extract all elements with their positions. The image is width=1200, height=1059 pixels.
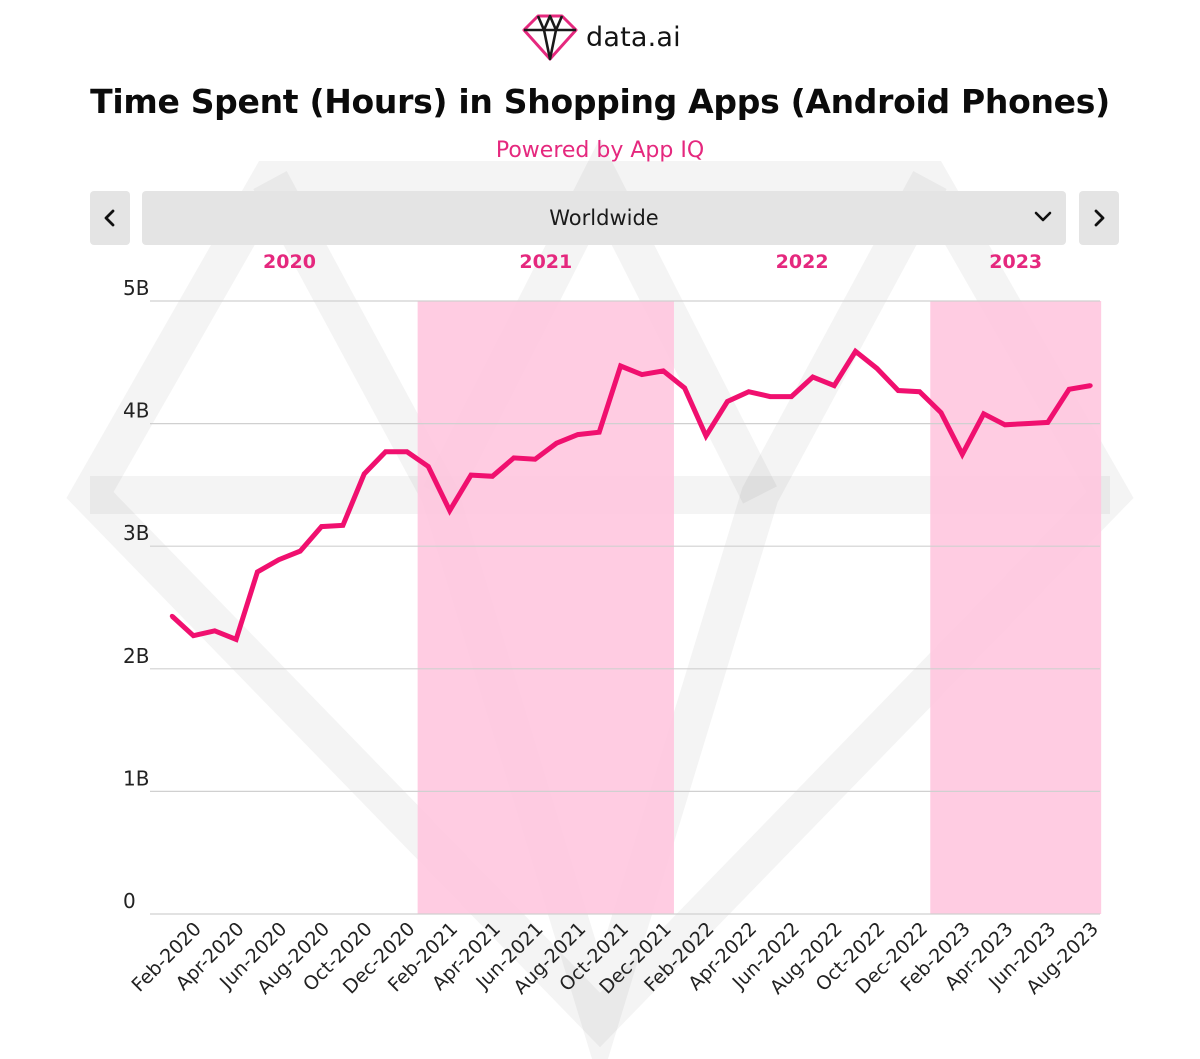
data-point (404, 449, 410, 454)
brand-name: data.ai (586, 21, 681, 53)
data-point (1045, 420, 1050, 425)
data-point (362, 471, 367, 477)
data-point (639, 372, 645, 377)
y-tick-label: 1B (123, 766, 149, 790)
year-label-2020: 2020 (263, 251, 316, 273)
data-point (960, 452, 965, 457)
data-point (981, 411, 986, 416)
data-point (212, 628, 217, 633)
previous-button[interactable] (90, 191, 130, 245)
data-point (1002, 422, 1008, 428)
chart-subtitle: Powered by App IQ (495, 138, 705, 163)
data-point (297, 548, 303, 554)
data-point (725, 399, 730, 404)
data-point (490, 474, 495, 479)
data-point (319, 524, 324, 529)
diamond-logo-icon (522, 14, 578, 61)
data-point (896, 388, 901, 393)
data-point (682, 385, 687, 391)
data-point (917, 389, 922, 394)
y-tick-label: 3B (123, 521, 149, 545)
data-point (1066, 387, 1072, 392)
year-label-2022: 2022 (776, 251, 829, 273)
brand-logo: data.ai (522, 10, 681, 64)
y-tick-label: 2B (123, 644, 149, 668)
data-point (618, 363, 623, 369)
series-line (170, 347, 1091, 643)
data-point (810, 374, 815, 380)
data-point (340, 523, 346, 528)
data-point (532, 456, 538, 462)
data-point (426, 464, 431, 469)
year-label-2021: 2021 (519, 251, 572, 273)
data-point (255, 569, 260, 575)
data-point (447, 508, 452, 513)
data-point (831, 383, 837, 388)
data-point (1088, 383, 1093, 388)
region-selected-value: Worldwide (549, 206, 659, 230)
y-tick-label: 5B (123, 276, 149, 300)
data-point (789, 394, 794, 399)
data-point (511, 455, 516, 461)
data-point (383, 449, 388, 454)
data-point (1024, 421, 1029, 426)
data-point (938, 410, 944, 415)
data-point (703, 433, 709, 439)
data-point (853, 349, 858, 354)
year-band-2021 (417, 301, 674, 914)
y-tick-label: 0 (123, 889, 136, 913)
data-point (169, 613, 175, 619)
y-tick-label: 4B (123, 399, 149, 423)
data-point (468, 472, 474, 478)
data-point (554, 441, 559, 446)
year-label-2023: 2023 (989, 251, 1042, 273)
data-point (191, 633, 196, 638)
chart-title: Time Spent (Hours) in Shopping Apps (And… (90, 82, 1110, 121)
chevron-left-icon (104, 209, 115, 227)
data-point (874, 366, 880, 371)
data-point (233, 637, 239, 642)
data-point (276, 557, 281, 562)
year-band-2023 (930, 301, 1102, 914)
data-point (661, 368, 666, 374)
region-dropdown[interactable]: Worldwide (142, 191, 1066, 245)
data-point (575, 432, 581, 437)
data-point (597, 429, 602, 435)
data-point (767, 394, 773, 399)
chevron-right-icon (1094, 209, 1105, 227)
data-point (746, 389, 751, 394)
next-button[interactable] (1079, 191, 1119, 245)
chevron-down-icon (1034, 211, 1052, 222)
